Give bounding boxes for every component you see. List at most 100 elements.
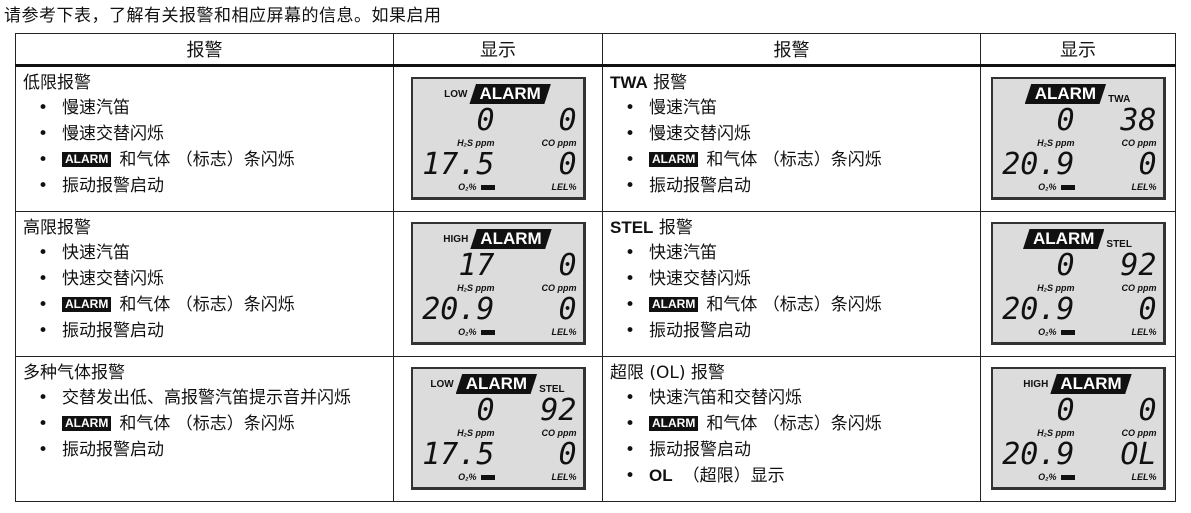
reading-block-co: 38 CO ppm	[1081, 103, 1157, 149]
lcd-header: HIGH ALARM	[999, 373, 1157, 395]
display-cell: ALARM STEL 0 H₂S ppm 92 CO ppm 20.9 O₂% 0 LEL%	[980, 211, 1176, 357]
reading-label-row: CO ppm	[1081, 137, 1157, 149]
item-text: 和气体 （标志）条闪烁	[706, 150, 882, 170]
reading-block-h2s: 0 H₂S ppm	[999, 395, 1074, 439]
reading-label-row: H₂S ppm	[419, 427, 494, 439]
lcd-screen: ALARM STEL 0 H₂S ppm 92 CO ppm 20.9 O₂% 0 LEL%	[990, 222, 1166, 345]
list-item: 快速汽笛	[625, 240, 980, 266]
alarm-table: 报警 显示 报警 显示 低限报警慢速汽笛慢速交替闪烁 ALARM 和气体 （标志）条…	[15, 33, 1176, 502]
item-text: 快速汽笛和交替闪烁	[649, 388, 802, 408]
alarm-title: STEL 报警	[610, 216, 980, 240]
reading-o2: 20.9	[1002, 437, 1075, 472]
alarm-badge: ALARM	[62, 152, 112, 167]
alarm-banner: ALARM	[1024, 84, 1107, 104]
lcd-header: LOW ALARM STEL	[419, 373, 577, 395]
reading-label-row: LEL%	[1081, 181, 1156, 193]
header-display: 显示	[980, 33, 1176, 67]
reading-h2s: 17	[458, 248, 495, 283]
item-text: 和气体 （标志）条闪烁	[119, 295, 295, 315]
reading-h2s: 0	[476, 393, 495, 428]
item-text: 振动报警启动	[649, 176, 751, 196]
reading-co: 92	[1120, 248, 1157, 283]
item-text: 快速汽笛	[649, 243, 717, 263]
list-item: ALARM 和气体 （标志）条闪烁	[38, 411, 393, 437]
reading-co: 0	[1138, 393, 1157, 428]
reading-label-row: H₂S ppm	[419, 137, 494, 149]
item-text: 快速汽笛	[62, 243, 130, 263]
item-text: 振动报警启动	[62, 321, 164, 341]
label-lel: LEL%	[551, 182, 577, 192]
alarm-title-text: 报警	[647, 73, 688, 93]
reading-label-row: CO ppm	[1081, 282, 1157, 294]
lcd-header: LOW ALARM	[419, 83, 577, 105]
item-text: 慢速交替闪烁	[649, 124, 751, 144]
label-o2: O₂%	[458, 182, 477, 192]
reading-label-row: H₂S ppm	[999, 137, 1074, 149]
alarm-banner: ALARM	[1023, 229, 1105, 249]
alarm-title: 高限报警	[23, 216, 393, 240]
table-body: 低限报警慢速汽笛慢速交替闪烁ALARM和气体 （标志）条闪烁振动报警启动LOWA…	[15, 65, 1176, 502]
item-text: 和气体 （标志）条闪烁	[706, 295, 882, 315]
label-h2s: H₂S ppm	[1037, 283, 1075, 293]
label-co: CO ppm	[1121, 138, 1157, 148]
battery-icon	[480, 184, 495, 190]
label-lel: LEL%	[551, 327, 577, 337]
item-text: 振动报警启动	[649, 321, 751, 341]
reading-lel: 0	[558, 292, 577, 327]
header-alarm: 报警	[15, 33, 394, 67]
list-item: 快速交替闪烁	[625, 266, 980, 292]
reading-co: 92	[540, 393, 577, 428]
alarm-level-label: LOW	[444, 88, 468, 100]
table-header: 报警 显示 报警 显示	[15, 33, 1176, 67]
reading-label-row: LEL%	[501, 326, 577, 338]
reading-block-o2: 17.5 O₂%	[419, 149, 495, 193]
alarm-title-text: 多种气体报警	[23, 363, 125, 383]
list-item: 交替发出低、高报警汽笛提示音并闪烁	[38, 385, 393, 411]
list-item: ALARM 和气体 （标志）条闪烁	[625, 147, 980, 173]
lcd-screen: LOW ALARM STEL 0 H₂S ppm 92 CO ppm 17.5 O₂% 0 LEL%	[410, 367, 586, 490]
label-o2: O₂%	[458, 327, 477, 337]
reading-block-h2s: 0 H₂S ppm	[419, 393, 495, 439]
reading-co: 38	[1120, 103, 1157, 138]
list-item: 快速汽笛和交替闪烁	[625, 385, 980, 411]
header-display: 显示	[393, 33, 603, 67]
reading-label-row: O₂%	[999, 471, 1075, 483]
alarm-banner: ALARM	[455, 374, 538, 394]
list-item: 振动报警启动	[625, 173, 980, 199]
lcd-readings: 0 H₂S ppm 92 CO ppm 20.9 O₂% 0 LEL%	[999, 248, 1157, 338]
alarm-badge: ALARM	[649, 297, 699, 312]
reading-lel: 0	[1138, 292, 1157, 327]
item-text: 慢速交替闪烁	[62, 124, 164, 144]
alarm-banner: ALARM	[470, 229, 552, 249]
alarm-badge: ALARM	[649, 152, 699, 167]
reading-lel: 0	[558, 437, 577, 472]
item-text: 振动报警启动	[649, 440, 751, 460]
label-o2: O₂%	[1038, 182, 1057, 192]
reading-label-row: CO ppm	[501, 427, 577, 439]
reading-co: 0	[558, 248, 577, 283]
reading-lel: 0	[1138, 147, 1157, 182]
label-o2: O₂%	[1038, 472, 1057, 482]
alarm-behavior-list: 快速汽笛和交替闪烁 ALARM 和气体 （标志）条闪烁振动报警启动 OL （超限）显示	[603, 385, 980, 489]
reading-o2: 17.5	[422, 147, 495, 182]
label-h2s: H₂S ppm	[457, 283, 495, 293]
reading-h2s: 0	[1056, 103, 1075, 138]
alarm-behavior-list: 慢速汽笛慢速交替闪烁 ALARM 和气体 （标志）条闪烁振动报警启动	[603, 95, 980, 199]
alarm-title-text: 报警	[653, 218, 693, 238]
list-item: 振动报警启动	[38, 437, 393, 463]
reading-block-o2: 20.9 O₂%	[999, 149, 1075, 193]
lcd-screen: HIGH ALARM 0 H₂S ppm 0 CO ppm 20.9 O₂% OL LEL%	[990, 367, 1166, 490]
table-row: 低限报警慢速汽笛慢速交替闪烁ALARM和气体 （标志）条闪烁振动报警启动LOWA…	[15, 65, 1176, 212]
label-co: CO ppm	[541, 428, 577, 438]
alarm-title: 低限报警	[23, 71, 393, 95]
alarm-title: TWA 报警	[610, 71, 980, 95]
reading-block-h2s: 0 H₂S ppm	[419, 105, 494, 149]
alarm-title-text: 低限报警	[23, 73, 91, 93]
reading-label-row: LEL%	[501, 471, 576, 483]
alarm-cell: 低限报警慢速汽笛慢速交替闪烁 ALARM 和气体 （标志）条闪烁振动报警启动	[15, 65, 394, 212]
list-item: OL （超限）显示	[625, 463, 980, 489]
reading-label-row: LEL%	[501, 181, 577, 193]
lcd-readings: 0 H₂S ppm 0 CO ppm 20.9 O₂% OL LEL%	[999, 393, 1157, 483]
reading-block-h2s: 17 H₂S ppm	[419, 248, 495, 294]
item-text: （超限）显示	[682, 466, 785, 486]
